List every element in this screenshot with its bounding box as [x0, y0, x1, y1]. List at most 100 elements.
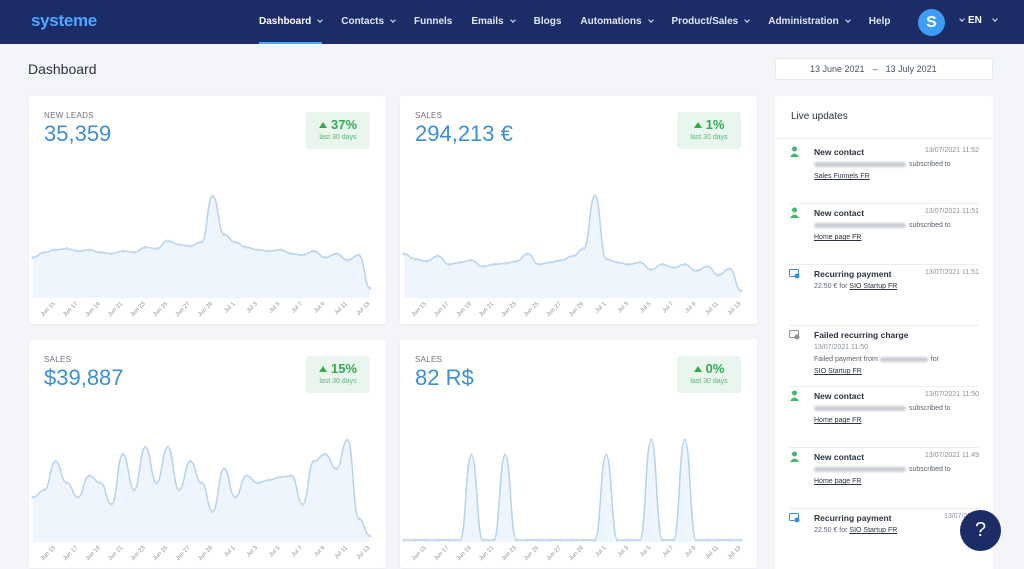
point — [346, 438, 350, 442]
update-link[interactable]: SIO Startup FR — [849, 283, 898, 290]
nav-item[interactable]: Automations — [580, 0, 654, 44]
point — [233, 495, 237, 499]
point — [694, 538, 698, 542]
nav-label: Blogs — [533, 16, 562, 27]
x-tick-label: Jun 21 — [107, 301, 124, 318]
help-button[interactable]: ? — [960, 510, 1001, 551]
point — [424, 259, 428, 263]
point — [728, 538, 732, 542]
x-tick-label: Jun 15 — [411, 545, 428, 562]
point — [514, 259, 518, 263]
point — [571, 538, 574, 542]
nav-item[interactable]: Emails — [471, 0, 516, 44]
point — [604, 257, 608, 261]
point — [98, 250, 102, 254]
change-value: 15% — [306, 361, 370, 376]
icon-shape — [790, 214, 799, 218]
point — [559, 258, 563, 262]
point — [301, 253, 305, 257]
nav-item[interactable]: Dashboard — [259, 0, 324, 44]
nav-item[interactable]: Product/Sales — [672, 0, 751, 44]
line-chart: Jun 15 Jun 17 Jun 19 Jun 21 Jun 23 Jun 25 Jun … — [31, 194, 372, 318]
point — [368, 286, 372, 290]
change-badge: 15% last 30 days — [306, 356, 370, 393]
x-tick-label: Jun 25 — [152, 545, 169, 562]
card-total: $39,887 — [44, 365, 124, 390]
point — [447, 538, 451, 542]
point — [357, 253, 361, 257]
nav-item[interactable]: Funnels — [414, 0, 452, 44]
nav-item[interactable]: Contacts — [341, 0, 396, 44]
point — [694, 269, 698, 273]
nav-label: Automations — [580, 16, 642, 27]
update-link[interactable]: Home page FR — [814, 417, 862, 424]
point — [233, 240, 237, 244]
x-tick-label: Jun 29 — [568, 301, 585, 318]
nav-item[interactable]: Administration — [768, 0, 851, 44]
text: for — [930, 356, 939, 363]
point — [200, 481, 203, 485]
update-item: Recurring payment 13/07/2021 11:51 22.50 €… — [789, 265, 979, 326]
nav-item[interactable]: Blogs — [534, 0, 562, 44]
nav-item[interactable]: Help — [869, 0, 891, 44]
x-tick-label: Jun 17 — [62, 301, 79, 318]
point — [132, 250, 136, 254]
update-time: 13/07/2021 11:49 — [925, 452, 979, 459]
update-title: Recurring payment — [814, 513, 892, 523]
point — [98, 481, 102, 485]
point — [42, 488, 46, 492]
date-to: 13 July 2021 — [885, 64, 937, 74]
update-link[interactable]: Home page FR — [814, 234, 862, 241]
x-tick-label: Jun 29 — [197, 301, 214, 318]
point — [458, 260, 462, 264]
update-icon — [790, 451, 799, 462]
logo[interactable]: systeme — [31, 11, 97, 30]
card-total: 82 R$ — [415, 365, 474, 390]
language[interactable]: EN — [968, 15, 982, 26]
point — [582, 538, 586, 542]
point — [267, 478, 271, 482]
update-link[interactable]: Home page FR — [814, 478, 862, 485]
point — [278, 248, 282, 252]
point — [739, 538, 743, 542]
avatar[interactable]: S — [918, 9, 945, 36]
point — [739, 289, 743, 293]
point — [638, 260, 642, 264]
point — [155, 247, 159, 251]
update-link[interactable]: Sales Funnels FR — [814, 173, 870, 180]
point — [638, 538, 642, 542]
update-time: 13/07/2021 — [943, 513, 979, 520]
point — [132, 488, 136, 492]
point — [76, 249, 80, 253]
update-icon — [790, 146, 799, 157]
date-range[interactable]: 13 June 2021–13 July 2021 — [775, 58, 993, 80]
point — [537, 262, 541, 266]
text: subscribed to — [909, 161, 951, 168]
x-tick-label: Jul 5 — [268, 301, 282, 315]
update-link[interactable]: SIO Startup FR — [849, 527, 898, 534]
point — [481, 265, 485, 269]
point — [548, 538, 552, 542]
point — [42, 250, 46, 254]
update-time: 13/07/2021 11:50 — [925, 391, 979, 398]
x-tick-label: Jun 29 — [197, 545, 214, 562]
x-tick-label: Jul 9 — [684, 301, 698, 315]
caret — [317, 17, 324, 23]
point — [402, 538, 406, 542]
update-link[interactable]: SIO Startup FR — [814, 368, 862, 375]
update-item: Failed recurring charge 13/07/2021 11:50 F… — [789, 326, 979, 387]
blurred — [814, 222, 906, 228]
point — [256, 481, 260, 485]
point — [244, 474, 248, 478]
change-period: last 30 days — [690, 134, 728, 141]
x-tick-label: Jul 1 — [223, 301, 237, 315]
point — [559, 538, 563, 542]
point — [615, 538, 619, 542]
point — [357, 517, 361, 521]
update-text: subscribed to — [814, 222, 951, 229]
x-tick-label: Jun 17 — [62, 545, 79, 562]
x-tick-label: Jul 3 — [617, 301, 631, 315]
caret — [647, 17, 654, 23]
icon-shape — [790, 153, 799, 157]
